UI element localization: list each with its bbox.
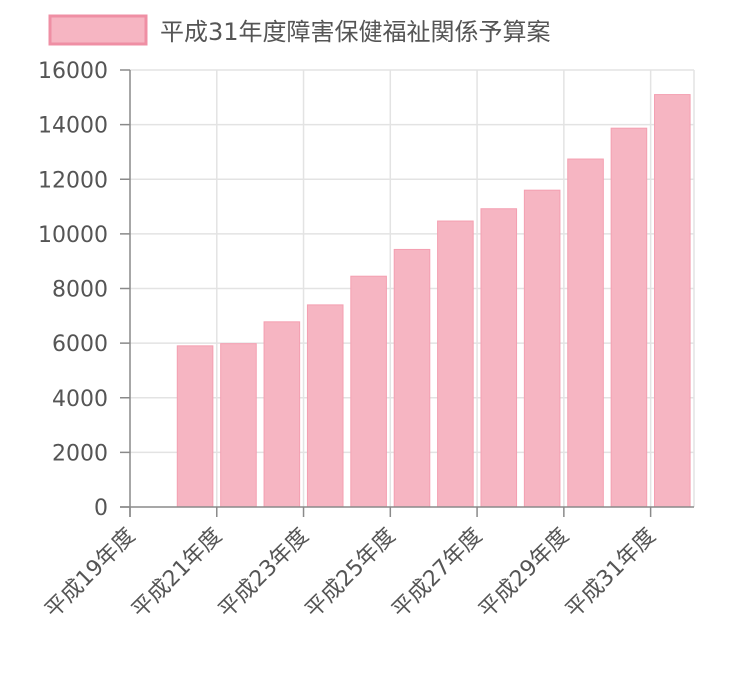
- bar: [306, 304, 344, 508]
- bar: [393, 248, 431, 508]
- bar: [220, 343, 257, 508]
- x-axis-labels: 平成19年度平成21年度平成23年度平成25年度平成27年度平成29年度平成31…: [41, 524, 661, 624]
- bar: [654, 94, 691, 508]
- grid: [130, 69, 695, 507]
- y-tick-label: 4000: [52, 387, 108, 412]
- legend-swatch: [48, 14, 148, 46]
- axes: [120, 69, 694, 517]
- bar: [523, 189, 561, 508]
- y-tick-label: 2000: [52, 441, 108, 466]
- bar: [437, 220, 474, 508]
- y-tick-label: 8000: [52, 278, 108, 303]
- bar: [350, 275, 387, 508]
- bar: [263, 321, 301, 508]
- y-tick-label: 12000: [38, 168, 108, 193]
- legend: 平成31年度障害保健福祉関係予算案: [48, 14, 551, 46]
- x-tick-label: 平成29年度: [474, 524, 574, 624]
- y-tick-label: 14000: [38, 114, 108, 139]
- bar: [176, 345, 214, 508]
- bar: [480, 208, 518, 508]
- x-tick-label: 平成27年度: [388, 524, 488, 624]
- bars: [176, 94, 691, 508]
- bar: [567, 158, 604, 508]
- bar: [610, 127, 648, 508]
- y-tick-label: 0: [94, 496, 108, 521]
- y-tick-label: 10000: [38, 223, 108, 248]
- x-tick-label: 平成23年度: [214, 524, 314, 624]
- y-tick-label: 16000: [38, 59, 108, 84]
- x-tick-label: 平成19年度: [41, 524, 141, 624]
- x-tick-label: 平成31年度: [561, 524, 661, 624]
- x-tick-label: 平成25年度: [301, 524, 401, 624]
- x-tick-label: 平成21年度: [127, 524, 227, 624]
- y-axis-labels: 0 2000 4000 6000 8000 10000 12000 14000 16000: [38, 59, 108, 521]
- y-tick-label: 6000: [52, 332, 108, 357]
- legend-label: 平成31年度障害保健福祉関係予算案: [160, 18, 551, 46]
